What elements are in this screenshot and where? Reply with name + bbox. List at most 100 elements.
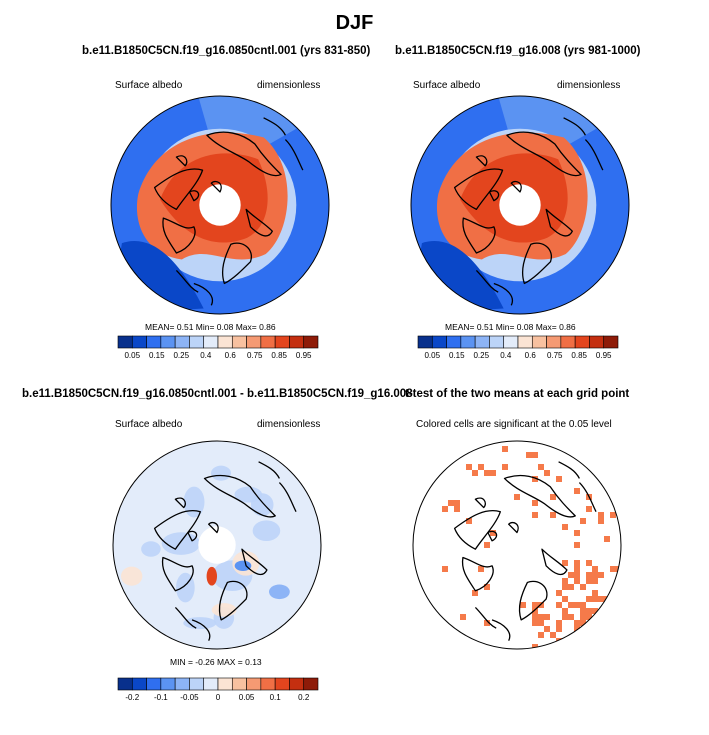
significant-cell xyxy=(562,608,568,614)
significant-cell xyxy=(598,518,604,524)
control-albedo-map xyxy=(110,95,330,315)
significant-cell xyxy=(484,542,490,548)
colorbar-box xyxy=(204,678,218,690)
significant-cell xyxy=(442,566,448,572)
significant-cell xyxy=(568,572,574,578)
significant-cell xyxy=(550,632,556,638)
significant-cell xyxy=(472,470,478,476)
significant-cell xyxy=(598,512,604,518)
colorbar-box xyxy=(218,336,232,348)
significant-cell xyxy=(574,566,580,572)
colorbar-box xyxy=(275,336,289,348)
case-panel-title: b.e11.B1850C5CN.f19_g16.008 (yrs 981-100… xyxy=(395,45,641,57)
colorbar-box xyxy=(247,336,261,348)
colorbar-box xyxy=(447,336,461,348)
diff-anomaly-patch xyxy=(184,487,205,518)
colorbar-box xyxy=(289,678,303,690)
significant-cell xyxy=(592,590,598,596)
significant-cell xyxy=(478,464,484,470)
significant-cell xyxy=(586,572,592,578)
colorbar-tick-label: 0.05 xyxy=(239,693,255,702)
diff-anomaly-patch xyxy=(212,603,237,617)
case-variable-label: Surface albedo xyxy=(413,80,480,91)
significant-cell xyxy=(574,530,580,536)
colorbar-box xyxy=(161,678,175,690)
colorbar-tick-label: 0.1 xyxy=(270,693,282,702)
significant-cell xyxy=(586,578,592,584)
colorbar-tick-label: 0.15 xyxy=(149,351,165,360)
significant-cell xyxy=(562,524,568,530)
colorbar-tick-label: 0.25 xyxy=(173,351,189,360)
significant-cell xyxy=(610,512,616,518)
difference-stats: MIN = -0.26 MAX = 0.13 xyxy=(170,657,262,667)
colorbar-tick-label: -0.05 xyxy=(180,693,199,702)
significant-cell xyxy=(490,470,496,476)
colorbar-box xyxy=(147,678,161,690)
difference-colorbar: -0.2 -0.1 -0.05 0 0.05 0.1 0.2 xyxy=(118,678,318,708)
colorbar-box xyxy=(461,336,475,348)
colorbar-tick-label: 0.2 xyxy=(298,693,310,702)
colorbar-box xyxy=(489,336,503,348)
difference-albedo-map xyxy=(112,440,322,650)
control-colorbar: 0.05 0.15 0.25 0.4 0.6 0.75 0.85 0.95 xyxy=(118,336,318,366)
colorbar-tick-label: 0.05 xyxy=(424,351,440,360)
significant-cell xyxy=(502,446,508,452)
ttest-panel-title: t-test of the two means at each grid poi… xyxy=(405,388,629,400)
significant-cell xyxy=(544,470,550,476)
significant-cell xyxy=(598,572,604,578)
difference-panel-title: b.e11.B1850C5CN.f19_g16.0850cntl.001 - b… xyxy=(22,388,413,400)
case-stats: MEAN= 0.51 Min= 0.08 Max= 0.86 xyxy=(445,322,576,332)
control-stats: MEAN= 0.51 Min= 0.08 Max= 0.86 xyxy=(145,322,276,332)
colorbar-box xyxy=(275,678,289,690)
colorbar-tick-label: 0.05 xyxy=(124,351,140,360)
significant-cell xyxy=(568,614,574,620)
colorbar-box xyxy=(175,678,189,690)
significant-cell xyxy=(514,494,520,500)
significant-cell xyxy=(574,578,580,584)
colorbar-box xyxy=(147,336,161,348)
case-colorbar: 0.05 0.15 0.25 0.4 0.6 0.75 0.85 0.95 xyxy=(418,336,618,366)
significant-cell xyxy=(586,506,592,512)
diff-anomaly-patch xyxy=(141,541,161,556)
significant-cell xyxy=(580,614,586,620)
significant-cell xyxy=(538,464,544,470)
significant-cell xyxy=(592,566,598,572)
significant-cell xyxy=(538,620,544,626)
significant-cell xyxy=(550,494,556,500)
significant-cell xyxy=(580,608,586,614)
significant-cell xyxy=(580,584,586,590)
difference-variable-label: Surface albedo xyxy=(115,419,182,430)
control-panel-title: b.e11.B1850C5CN.f19_g16.0850cntl.001 (yr… xyxy=(82,45,370,57)
colorbar-box xyxy=(118,336,132,348)
significant-cell xyxy=(580,602,586,608)
significant-cell xyxy=(574,488,580,494)
colorbar-tick-label: 0.95 xyxy=(296,351,312,360)
significant-cell xyxy=(484,470,490,476)
colorbar-box xyxy=(232,678,246,690)
colorbar-box xyxy=(261,336,275,348)
significant-cell xyxy=(586,560,592,566)
significant-cell xyxy=(562,596,568,602)
significant-cell xyxy=(568,602,574,608)
significant-cell xyxy=(502,464,508,470)
colorbar-box xyxy=(604,336,618,348)
significant-cell xyxy=(532,620,538,626)
colorbar-tick-label: 0.4 xyxy=(200,351,212,360)
significant-cell xyxy=(556,620,562,626)
figure-title: DJF xyxy=(0,12,709,35)
significant-cell xyxy=(532,512,538,518)
colorbar-box xyxy=(132,336,146,348)
significant-cell xyxy=(562,614,568,620)
colorbar-box xyxy=(475,336,489,348)
significant-cell xyxy=(586,608,592,614)
significant-cell xyxy=(586,596,592,602)
map-field xyxy=(113,441,321,649)
significant-cell xyxy=(460,614,466,620)
colorbar-tick-label: 0.75 xyxy=(547,351,563,360)
colorbar-tick-label: -0.2 xyxy=(125,693,139,702)
colorbar-tick-label: 0.6 xyxy=(225,351,237,360)
significant-cell xyxy=(538,614,544,620)
significant-cell xyxy=(574,572,580,578)
colorbar-box xyxy=(532,336,546,348)
colorbar-box xyxy=(175,336,189,348)
